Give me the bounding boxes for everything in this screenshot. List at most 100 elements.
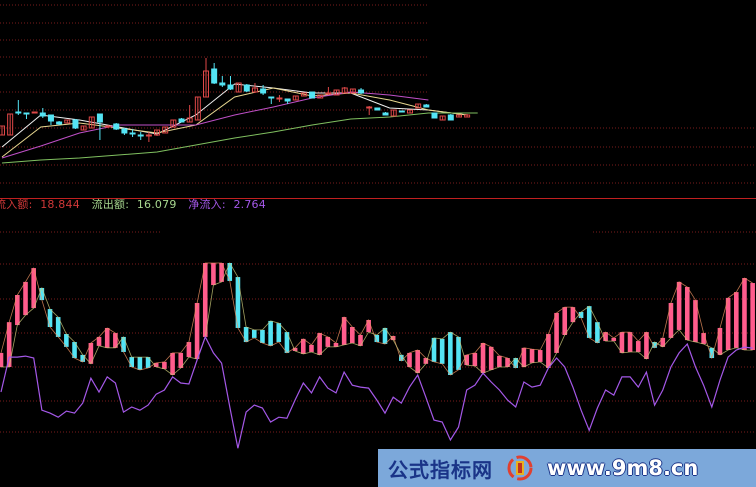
candle: [88, 116, 95, 129]
flow-bar: [390, 335, 396, 341]
candle-body: [333, 89, 340, 96]
flow-bar: [80, 354, 85, 362]
flow-bar: [513, 358, 519, 368]
candle: [23, 112, 30, 119]
candle: [154, 129, 161, 136]
flow-bar: [619, 332, 625, 353]
candle: [145, 132, 152, 142]
candle-body: [374, 107, 381, 111]
flow-bar: [701, 333, 706, 344]
flow-bar: [202, 263, 208, 337]
candle-body: [423, 104, 430, 108]
candle: [366, 106, 373, 115]
candle: [447, 114, 454, 121]
candle: [300, 92, 307, 97]
flow-bar: [235, 277, 241, 328]
candle-body: [464, 114, 471, 118]
candle: [398, 110, 405, 113]
candle: [325, 87, 332, 95]
candle-body: [7, 113, 14, 136]
flow-bar: [72, 342, 77, 359]
inflow-legend: 流入额: 18.844: [0, 198, 84, 211]
candle-body: [72, 119, 79, 129]
flow-bar: [15, 295, 20, 326]
flow-bar: [243, 327, 249, 343]
candle-body: [382, 112, 389, 116]
flow-bar: [725, 297, 731, 351]
candle: [243, 84, 250, 92]
candle-body: [96, 113, 103, 123]
net-inflow-value: 2.764: [233, 198, 266, 211]
flow-bar: [88, 343, 94, 364]
flow-bar: [260, 329, 265, 343]
candle-body: [15, 111, 22, 114]
inflow-line: [0, 262, 753, 376]
flow-bar: [693, 300, 698, 343]
flow-bar: [300, 338, 306, 354]
flow-bar: [676, 281, 682, 330]
candle: [47, 114, 54, 125]
flow-bar: [121, 336, 126, 352]
flow-bar: [611, 337, 617, 342]
flow-bar: [129, 357, 135, 367]
candle: [56, 121, 63, 125]
candle-body: [113, 123, 120, 130]
candle: [292, 95, 299, 101]
candle-body: [415, 103, 422, 109]
flow-bar: [399, 354, 404, 361]
candle-body: [325, 92, 332, 95]
candle: [162, 126, 169, 134]
candle-body: [105, 125, 112, 128]
flow-bar: [635, 341, 641, 352]
inflow-value: 18.844: [40, 198, 80, 211]
candle: [211, 63, 218, 84]
candle: [455, 114, 462, 118]
candle: [105, 125, 112, 128]
net-inflow-line: [0, 335, 753, 449]
flow-bar: [750, 283, 755, 351]
flow-bar: [382, 327, 388, 344]
candle: [7, 113, 14, 136]
candle: [0, 125, 5, 136]
flow-bar: [652, 342, 657, 348]
candle-body: [300, 92, 307, 97]
flow-bar: [23, 281, 28, 316]
candle: [170, 119, 177, 128]
watermark-url: www.9m8.cn: [547, 456, 699, 480]
candle-body: [349, 88, 356, 94]
candle-body: [129, 132, 136, 135]
candle-body: [154, 129, 161, 136]
flow-bar: [104, 327, 110, 348]
flow-bar: [170, 352, 175, 375]
flow-bar: [431, 337, 437, 362]
candle-body: [398, 110, 405, 113]
candle: [186, 105, 193, 123]
candle-body: [88, 116, 95, 129]
flow-bar: [480, 343, 486, 374]
flow-bar: [644, 332, 649, 359]
flow-bar: [488, 346, 494, 370]
flow-bar: [521, 347, 527, 367]
flow-bar: [6, 322, 12, 367]
candle: [129, 129, 136, 137]
candle-body: [251, 87, 258, 93]
flow-bar: [472, 352, 478, 367]
flow-bar: [211, 263, 216, 286]
flow-bar: [497, 355, 502, 367]
candle-body: [203, 70, 209, 98]
watermark-text: 公式指标网: [388, 457, 493, 482]
flow-bar: [39, 287, 45, 301]
flow-bar: [162, 361, 167, 369]
flow-bar: [113, 333, 118, 348]
candle-body: [39, 112, 46, 117]
candle: [464, 114, 471, 118]
candle: [358, 88, 365, 94]
candle: [268, 96, 275, 104]
candle-body: [431, 112, 438, 119]
flow-bar: [333, 343, 339, 347]
candle: [439, 115, 446, 121]
flow-bar: [374, 335, 380, 343]
flow-bar: [423, 358, 429, 364]
outflow-line: [1, 262, 753, 376]
